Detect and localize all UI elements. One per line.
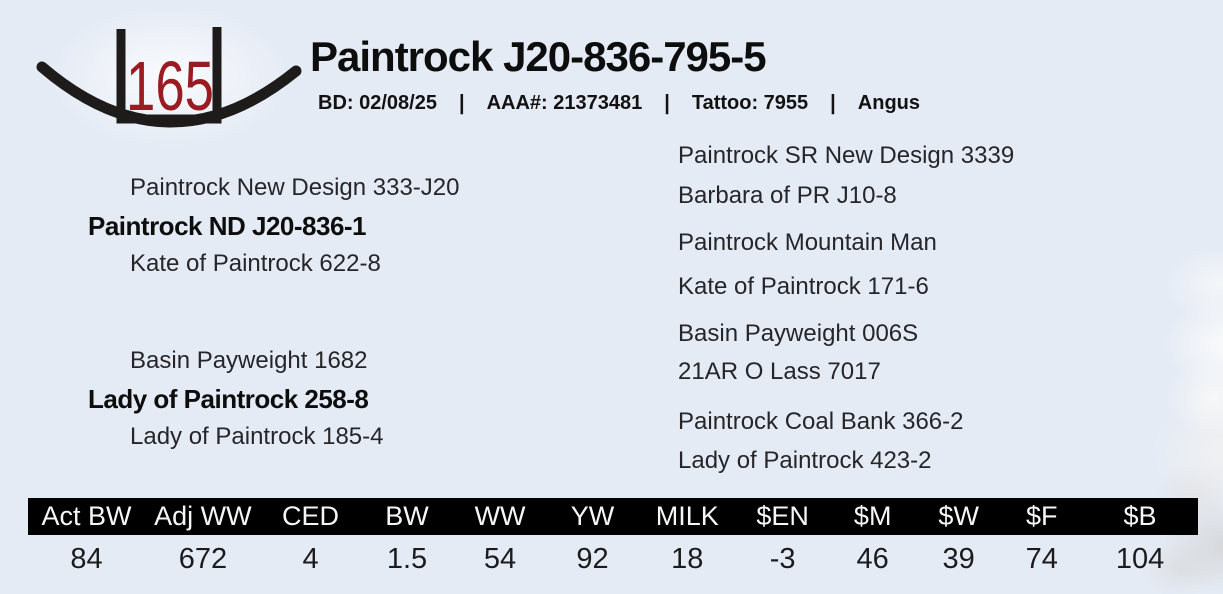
dam-name: Lady of Paintrock 258-8 bbox=[88, 384, 369, 414]
epd-val-w: 39 bbox=[942, 543, 975, 575]
epd-val-ced: 4 bbox=[302, 543, 319, 575]
epd-table: Act BW Adj WW CED BW WW YW MILK $EN $M $… bbox=[28, 498, 1198, 576]
epd-val-m: 46 bbox=[856, 543, 889, 575]
epd-col-en: $EN bbox=[735, 498, 830, 535]
separator: | bbox=[830, 91, 836, 115]
epd-value-row: 84 672 4 1.5 54 92 18 -3 46 39 74 104 bbox=[28, 535, 1198, 576]
epd-col-b: $B bbox=[1082, 498, 1198, 535]
epd-val-f: 74 bbox=[1025, 543, 1058, 575]
separator: | bbox=[664, 91, 670, 115]
breed: Angus bbox=[857, 92, 920, 114]
sire-name: Paintrock ND J20-836-1 bbox=[88, 211, 367, 241]
dam-dam-dam: Lady of Paintrock 423-2 bbox=[678, 447, 932, 474]
sire-sire: Paintrock New Design 333-J20 bbox=[130, 174, 460, 201]
epd-col-f: $F bbox=[1001, 498, 1083, 535]
sire-granddam: Barbara of PR J10-8 bbox=[678, 182, 897, 209]
animal-name: Paintrock J20-836-795-5 bbox=[310, 33, 767, 80]
dam-granddam: 21AR O Lass 7017 bbox=[678, 358, 881, 385]
tattoo: Tattoo: 7955 bbox=[691, 92, 809, 114]
epd-col-m: $M bbox=[829, 498, 916, 535]
epd-val-bw: 1.5 bbox=[386, 543, 428, 575]
epd-col-bw: BW bbox=[360, 498, 454, 535]
epd-col-act-bw: Act BW bbox=[28, 498, 145, 535]
epd-col-yw: YW bbox=[546, 498, 639, 535]
epd-val-ww: 54 bbox=[483, 543, 517, 575]
epd-col-ww: WW bbox=[453, 498, 547, 535]
lot-number: 165 bbox=[126, 47, 214, 125]
dam-dam-sire: Paintrock Coal Bank 366-2 bbox=[678, 408, 964, 435]
epd-val-act-bw: 84 bbox=[70, 543, 103, 575]
epd-val-adj-ww: 672 bbox=[178, 543, 228, 575]
epd-val-milk: 18 bbox=[671, 543, 704, 575]
animal-info-line: BD: 02/08/25 | AAA#: 21373481 | Tattoo: 7955… bbox=[318, 91, 920, 115]
dam-grandsire: Basin Payweight 006S bbox=[678, 320, 919, 347]
sire-grandsire: Paintrock SR New Design 3339 bbox=[678, 142, 1015, 169]
epd-val-en: -3 bbox=[769, 543, 796, 575]
sire-dam-sire: Paintrock Mountain Man bbox=[678, 229, 937, 256]
ranch-brand-icon: 165 bbox=[35, 15, 305, 143]
epd-col-milk: MILK bbox=[638, 498, 736, 535]
dam-dam: Lady of Paintrock 185-4 bbox=[130, 423, 384, 450]
sire-dam-dam: Kate of Paintrock 171-6 bbox=[678, 273, 929, 300]
birth-date: BD: 02/08/25 bbox=[318, 92, 437, 114]
sire-dam: Kate of Paintrock 622-8 bbox=[130, 250, 381, 277]
epd-val-yw: 92 bbox=[576, 543, 609, 575]
dam-sire: Basin Payweight 1682 bbox=[130, 347, 368, 374]
separator: | bbox=[458, 91, 465, 115]
epd-val-b: 104 bbox=[1115, 543, 1165, 575]
epd-header-row: Act BW Adj WW CED BW WW YW MILK $EN $M $… bbox=[28, 498, 1198, 535]
epd-col-w: $W bbox=[915, 498, 1002, 535]
epd-col-adj-ww: Adj WW bbox=[144, 498, 261, 535]
registration-number: AAA#: 21373481 bbox=[486, 92, 643, 114]
rocking-u-brand-icon: 165 bbox=[36, 27, 302, 128]
epd-col-ced: CED bbox=[260, 498, 361, 535]
